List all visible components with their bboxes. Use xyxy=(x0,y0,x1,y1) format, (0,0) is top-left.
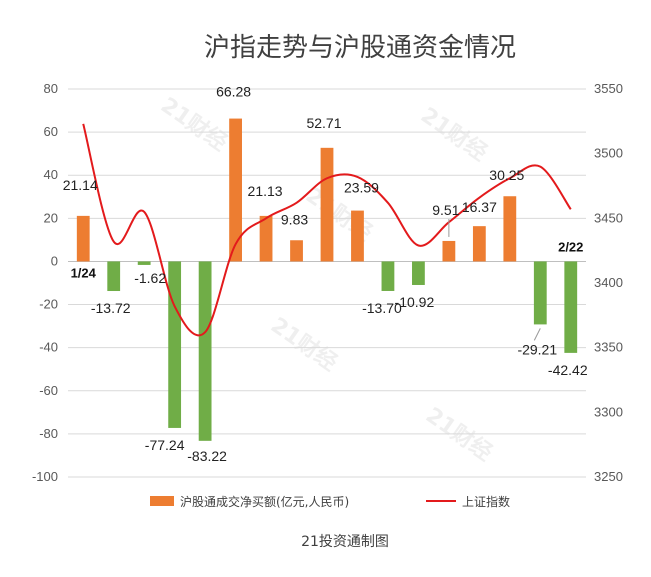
data-label: 52.71 xyxy=(306,115,341,131)
bar xyxy=(472,226,486,262)
data-label: 23.59 xyxy=(344,180,379,196)
category-label: 2/22 xyxy=(558,239,583,254)
data-labels: 21.14 -13.72-1.62 -77.24-83.22 66.28 21.13 9.… xyxy=(63,84,588,464)
data-label: 66.28 xyxy=(216,84,251,100)
data-label: -77.24 xyxy=(145,437,185,453)
data-label: -1.62 xyxy=(134,270,166,286)
data-label: -83.22 xyxy=(187,448,227,464)
data-label: -10.92 xyxy=(395,294,435,310)
category-label: 1/24 xyxy=(71,265,97,280)
data-label: 21.13 xyxy=(248,183,283,199)
bar xyxy=(107,261,121,292)
bar xyxy=(412,261,425,285)
bar xyxy=(290,240,303,262)
data-label: 9.51 xyxy=(432,202,459,218)
left-axis-ticks: 80 60 40 20 0 -20 -40 -60 -80 -100 xyxy=(32,81,58,484)
right-tick-label: 3500 xyxy=(594,146,623,161)
right-axis-ticks: 3550 3500 3450 3400 3350 3300 3250 xyxy=(594,81,623,484)
left-tick-label: -40 xyxy=(39,340,58,355)
left-tick-label: 40 xyxy=(44,167,58,182)
legend-label-line: 上证指数 xyxy=(462,494,510,509)
watermark-text: 21财经 xyxy=(416,102,492,166)
right-tick-label: 3550 xyxy=(594,81,623,96)
left-tick-label: 20 xyxy=(44,210,58,225)
watermark-text: 21财经 xyxy=(156,92,232,156)
watermark-text: 21财经 xyxy=(266,312,342,376)
data-label: 30.25 xyxy=(489,167,524,183)
chart-footer: 21投资通制图 xyxy=(301,534,389,550)
data-label: -42.42 xyxy=(548,362,588,378)
index-line-path xyxy=(82,123,572,337)
bar xyxy=(442,240,456,262)
bar xyxy=(229,118,242,262)
left-tick-label: -80 xyxy=(39,426,58,441)
bar xyxy=(198,261,212,441)
bar xyxy=(503,196,517,262)
data-label: 16.37 xyxy=(462,199,497,215)
left-tick-label: -100 xyxy=(32,469,58,484)
bar xyxy=(533,261,547,325)
bar xyxy=(564,261,578,353)
bar xyxy=(320,147,334,262)
index-line xyxy=(82,123,572,337)
bar xyxy=(76,215,90,262)
category-labels: 1/24 2/22 xyxy=(71,239,584,280)
left-tick-label: -20 xyxy=(39,297,58,312)
legend-label-bar: 沪股通成交净买额(亿元,人民币) xyxy=(180,494,349,509)
left-tick-label: 80 xyxy=(44,81,58,96)
left-tick-label: -60 xyxy=(39,383,58,398)
right-tick-label: 3450 xyxy=(594,210,623,225)
legend-swatch-bar xyxy=(150,496,174,506)
data-label: -29.21 xyxy=(517,341,557,357)
bar xyxy=(259,215,273,262)
bar xyxy=(381,261,395,291)
right-tick-label: 3350 xyxy=(594,340,623,355)
bar xyxy=(351,210,364,262)
right-tick-label: 3400 xyxy=(594,275,623,290)
legend: 沪股通成交净买额(亿元,人民币) 上证指数 xyxy=(150,494,510,509)
left-tick-label: 60 xyxy=(44,124,58,139)
label-leader xyxy=(533,328,541,341)
bar xyxy=(137,261,151,265)
right-tick-label: 3250 xyxy=(594,469,623,484)
bar xyxy=(168,261,182,428)
data-label: -13.72 xyxy=(91,300,131,316)
chart-title: 沪指走势与沪股通资金情况 xyxy=(204,33,516,63)
data-label: -13.70 xyxy=(362,300,402,316)
data-label: 21.14 xyxy=(63,177,98,193)
data-label: 9.83 xyxy=(281,211,308,227)
left-tick-label: 0 xyxy=(51,253,58,268)
right-tick-label: 3300 xyxy=(594,404,623,419)
